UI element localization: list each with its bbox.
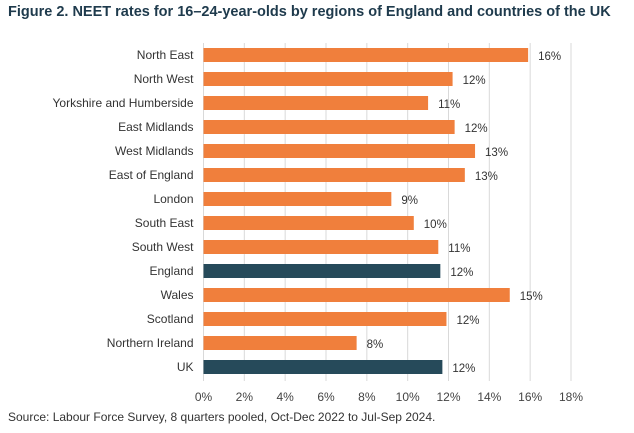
data-label: 12% — [450, 267, 473, 279]
data-label: 13% — [485, 147, 508, 159]
category-label: Wales — [161, 288, 194, 302]
category-label: North West — [134, 72, 194, 86]
category-label: West Midlands — [115, 144, 193, 158]
bar-west-midlands — [203, 144, 476, 158]
bar-london — [203, 192, 392, 206]
bar-wales — [203, 288, 510, 302]
x-tick-label: 14% — [477, 390, 501, 404]
bar-south-east — [203, 216, 414, 230]
data-label: 10% — [424, 219, 447, 231]
bar-england — [203, 264, 441, 278]
category-label: London — [153, 192, 193, 206]
data-label: 12% — [452, 363, 475, 375]
data-label: 11% — [448, 243, 470, 255]
source-note: Source: Labour Force Survey, 8 quarters … — [8, 410, 436, 424]
x-tick-label: 6% — [317, 390, 335, 404]
category-label: South East — [135, 216, 194, 230]
category-label: South West — [132, 240, 194, 254]
data-label: 11% — [438, 99, 460, 111]
data-label: 8% — [367, 339, 384, 351]
category-label: England — [149, 264, 193, 278]
x-tick-label: 0% — [195, 390, 213, 404]
x-tick-label: 12% — [436, 390, 460, 404]
category-label: Northern Ireland — [107, 336, 194, 350]
category-label: Scotland — [147, 312, 194, 326]
x-tick-label: 2% — [236, 390, 254, 404]
category-label: UK — [177, 360, 194, 374]
x-tick-label: 4% — [276, 390, 294, 404]
data-label: 12% — [456, 315, 479, 327]
bar-uk — [203, 360, 443, 374]
bar-north-east — [203, 48, 529, 62]
bar-yorkshire-and-humberside — [203, 96, 429, 110]
data-label: 12% — [465, 123, 488, 135]
data-label: 12% — [463, 75, 486, 87]
bar-scotland — [203, 312, 447, 326]
data-label: 16% — [538, 51, 561, 63]
chart-title: Figure 2. NEET rates for 16–24-year-olds… — [8, 4, 611, 20]
x-tick-label: 16% — [518, 390, 542, 404]
x-tick-label: 8% — [358, 390, 376, 404]
category-label: East of England — [109, 168, 194, 182]
category-label: East Midlands — [118, 120, 193, 134]
data-label: 15% — [520, 291, 543, 303]
category-label: North East — [137, 48, 194, 62]
category-label: Yorkshire and Humberside — [53, 96, 194, 110]
x-tick-label: 10% — [396, 390, 420, 404]
bar-east-midlands — [203, 120, 455, 134]
bar-north-west — [203, 72, 453, 86]
x-tick-label: 18% — [559, 390, 583, 404]
bar-east-of-england — [203, 168, 465, 182]
data-label: 9% — [401, 195, 418, 207]
data-label: 13% — [475, 171, 498, 183]
bar-south-west — [203, 240, 439, 254]
bar-northern-ireland — [203, 336, 357, 350]
